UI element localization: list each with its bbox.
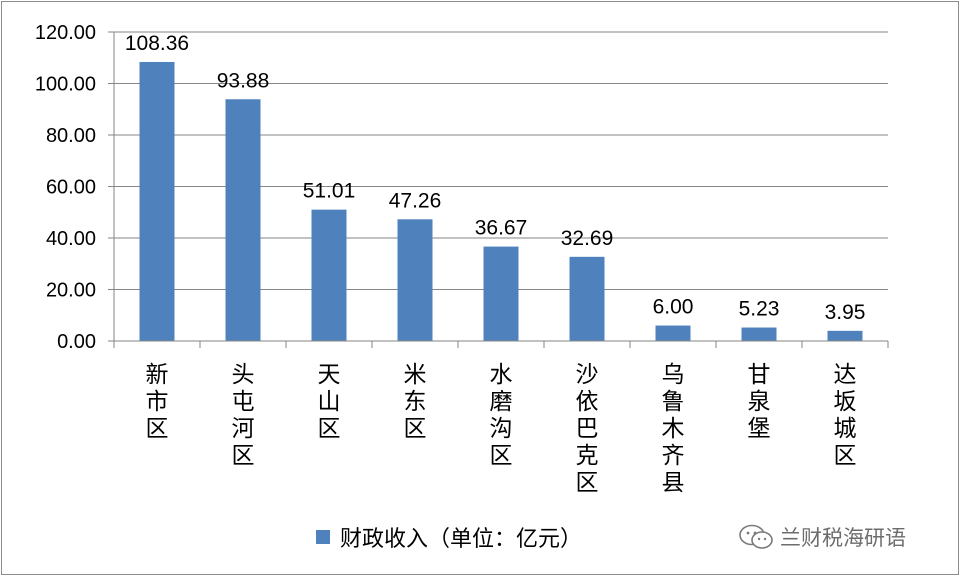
category-labels: 新市区 头屯河区 天山区 米东区 水磨沟区 沙依巴克区 乌鲁木齐县 甘泉堡 达坂城区 xyxy=(146,362,857,496)
y-tick-label: 80.00 xyxy=(46,125,96,147)
x-category-label: 新市区 xyxy=(146,362,169,442)
y-axis-ticks: 0.00 20.00 40.00 60.00 80.00 100.00 120.00 xyxy=(35,22,114,353)
y-tick-label: 0.00 xyxy=(57,331,96,353)
bar xyxy=(741,327,777,341)
y-tick-label: 60.00 xyxy=(46,177,96,199)
watermark: 兰财税海研语 xyxy=(738,522,906,552)
data-label: 5.23 xyxy=(739,298,780,321)
data-label: 36.67 xyxy=(475,217,528,240)
bar xyxy=(655,325,691,341)
data-label: 93.88 xyxy=(217,69,270,92)
y-tick-label: 20.00 xyxy=(46,280,96,302)
x-category-label: 米东区 xyxy=(404,362,427,442)
x-category-label: 甘泉堡 xyxy=(748,362,771,442)
data-label: 51.01 xyxy=(303,180,356,203)
bar xyxy=(397,219,433,341)
x-category-label: 天山区 xyxy=(318,362,341,442)
x-category-label: 达坂城区 xyxy=(834,362,857,469)
legend: 财政收入（单位：亿元） xyxy=(316,522,582,552)
y-tick-label: 40.00 xyxy=(46,228,96,250)
data-label: 108.36 xyxy=(125,32,189,55)
x-category-label: 水磨沟区 xyxy=(490,362,513,469)
legend-swatch xyxy=(316,530,330,544)
wechat-icon xyxy=(739,524,773,549)
y-tick-label: 120.00 xyxy=(35,22,96,44)
data-label: 32.69 xyxy=(561,227,614,250)
bar xyxy=(827,330,863,341)
bars xyxy=(139,61,863,342)
bar xyxy=(225,99,261,341)
bar xyxy=(311,209,347,341)
bar xyxy=(483,246,519,341)
x-category-label: 沙依巴克区 xyxy=(576,362,599,496)
watermark-text: 兰财税海研语 xyxy=(780,526,906,550)
legend-label: 财政收入（单位：亿元） xyxy=(340,527,583,552)
x-category-label: 头屯河区 xyxy=(232,362,255,469)
bar xyxy=(569,256,605,341)
y-tick-label: 100.00 xyxy=(35,74,96,96)
data-labels: 108.36 93.88 51.01 47.26 36.67 32.69 6.00 5.23 3… xyxy=(125,32,866,324)
data-label: 6.00 xyxy=(653,296,694,319)
data-label: 3.95 xyxy=(825,301,866,324)
bar xyxy=(139,61,175,342)
x-category-label: 乌鲁木齐县 xyxy=(662,362,685,496)
axes xyxy=(113,32,889,348)
data-label: 47.26 xyxy=(389,189,442,212)
